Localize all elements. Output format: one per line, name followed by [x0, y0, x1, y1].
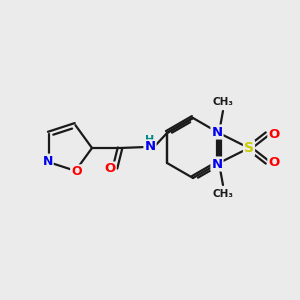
Text: O: O: [268, 155, 280, 169]
Text: S: S: [244, 141, 254, 155]
Text: N: N: [212, 158, 223, 170]
Text: N: N: [212, 125, 223, 139]
Text: O: O: [104, 163, 116, 176]
Text: O: O: [268, 128, 280, 140]
Text: N: N: [42, 154, 53, 168]
Text: CH₃: CH₃: [212, 189, 233, 199]
Text: O: O: [71, 165, 82, 178]
Text: N: N: [144, 140, 156, 154]
Text: H: H: [146, 135, 154, 145]
Text: CH₃: CH₃: [212, 97, 233, 107]
